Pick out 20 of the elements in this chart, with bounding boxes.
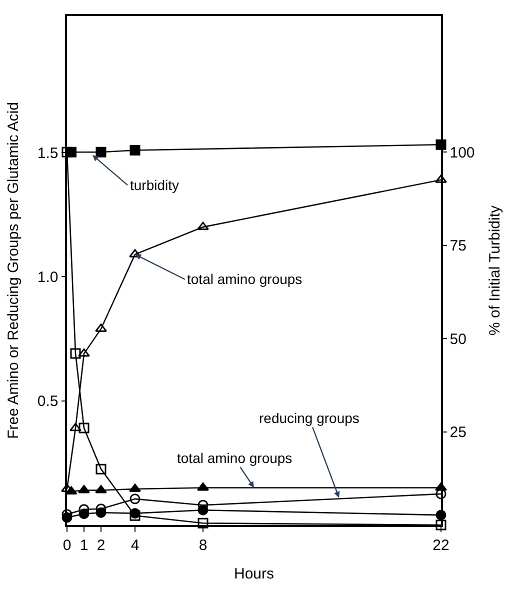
y-axis-title: Free Amino or Reducing Groups per Glutamic Acid [5, 102, 22, 439]
x-tick-label: 8 [198, 536, 208, 554]
y2-tick-label: 50 [450, 330, 466, 348]
x-tick-label: 2 [96, 536, 106, 554]
x-tick-label: 1 [80, 536, 88, 554]
x-axis-title: Hours [234, 565, 274, 582]
y-tick-label: 1.0 [37, 268, 58, 286]
x-tick-label: 0 [62, 536, 72, 554]
annotation: reducing groups [259, 410, 360, 426]
annotation: total amino groups [177, 450, 292, 466]
y2-axis-title: % of Initial Turbidity [486, 204, 504, 336]
annotation: total amino groups [187, 271, 302, 287]
x-tick-label: 22 [432, 536, 450, 554]
y2-tick-label: 25 [450, 424, 466, 442]
y2-tick-label: 100 [450, 144, 475, 162]
y-tick-label: 0.5 [37, 393, 58, 410]
y-tick-label: 1.5 [37, 144, 58, 162]
annotation: turbidity [130, 177, 180, 193]
x-tick-label: 4 [130, 536, 140, 554]
y2-tick-label: 75 [450, 238, 466, 255]
